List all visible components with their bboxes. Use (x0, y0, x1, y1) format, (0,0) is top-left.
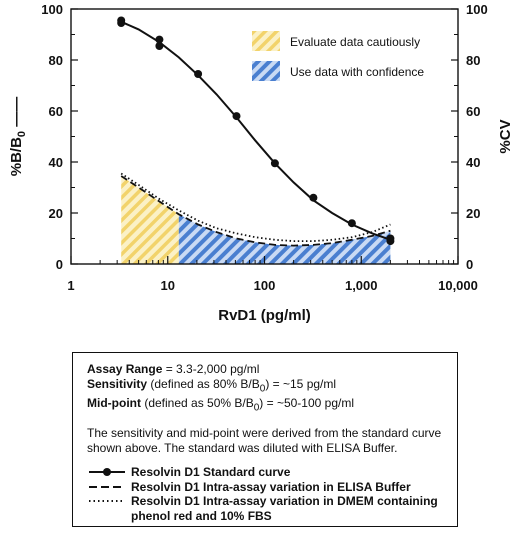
axes: 1 10 100 1,000 10,000 0 0 20 20 40 40 60 60 80 80 100 10… (8, 2, 514, 324)
sensitivity-sub: 0 (259, 382, 266, 394)
legend-standard-label: Resolvin D1 Standard curve (131, 465, 291, 480)
legend-standard-curve: Resolvin D1 Standard curve (87, 465, 443, 480)
legend-label-caution-region: Evaluate data cautiously (290, 35, 420, 49)
assay-range-line: Assay Range = 3.3-2,000 pg/ml (87, 362, 443, 377)
standard-point (155, 42, 164, 50)
caution-region (121, 176, 179, 264)
y-left-tick-label: 60 (49, 104, 63, 119)
dashed-line-icon (87, 480, 131, 494)
midpoint-value-post: ) = ~50-100 pg/ml (259, 396, 355, 411)
sensitivity-label: Sensitivity (87, 376, 148, 391)
x-tick-label: 1 (67, 278, 74, 293)
chart-legend: Evaluate data cautiously Use data with co… (252, 31, 424, 81)
y-left-axis-title: %B/B0 —— (8, 97, 28, 176)
standard-point (155, 35, 164, 44)
x-tick-label: 10,000 (438, 278, 478, 293)
y-right-axis-title: %CV (497, 119, 514, 153)
info-legend: Resolvin D1 Standard curve Resolvin D1 I… (87, 465, 443, 523)
legend-dmem-label: Resolvin D1 Intra-assay variation in DME… (131, 494, 438, 523)
x-tick-label: 1,000 (345, 278, 378, 293)
sensitivity-value-pre: (defined as 80% B/B (147, 376, 260, 391)
x-tick-label: 10 (161, 278, 175, 293)
shaded-regions (121, 176, 391, 264)
standard-point (270, 159, 279, 168)
standard-point (309, 193, 318, 202)
y-left-tick-label: 0 (56, 257, 63, 272)
sensitivity-line: Sensitivity (defined as 80% B/B0) = ~15 … (87, 377, 443, 397)
standard-point (386, 237, 395, 246)
y-right-tick-label: 60 (466, 104, 480, 119)
y-left-tick-label: 100 (41, 2, 63, 17)
y-right-tick-label: 40 (466, 155, 480, 170)
standard-point (117, 19, 126, 27)
standard-point (347, 219, 356, 228)
legend-swatch-confidence-region (252, 61, 280, 81)
legend-label-confidence-region: Use data with confidence (290, 65, 424, 79)
standard-point (194, 70, 203, 78)
x-axis-title: RvD1 (pg/ml) (218, 307, 311, 324)
derivation-note: The sensitivity and mid-point were deriv… (87, 426, 442, 455)
assay-range-label: Assay Range (87, 362, 163, 376)
standard-point (232, 112, 241, 121)
sensitivity-value-post: ) = ~15 pg/ml (265, 376, 337, 391)
legend-elisa-buffer: Resolvin D1 Intra-assay variation in ELI… (87, 480, 443, 495)
legend-elisa-label: Resolvin D1 Intra-assay variation in ELI… (131, 479, 411, 494)
y-right-tick-label: 0 (466, 257, 473, 272)
assay-info-box: Assay Range = 3.3-2,000 pg/ml Sensitivit… (72, 352, 458, 527)
y-left-tick-label: 20 (49, 206, 63, 221)
solid-line-marker-icon (87, 465, 131, 479)
confidence-region (178, 214, 391, 264)
y-left-tick-label: 80 (49, 53, 63, 68)
x-tick-label: 100 (254, 278, 276, 293)
chart: 1 10 100 1,000 10,000 0 0 20 20 40 40 60 60 80 80 100 10… (8, 2, 514, 324)
y-right-tick-label: 100 (466, 2, 488, 17)
midpoint-label: Mid-point (87, 396, 141, 411)
dmem-cv-line (120, 172, 391, 242)
series (117, 16, 395, 247)
midpoint-sub: 0 (253, 402, 260, 414)
y-right-tick-label: 80 (466, 53, 480, 68)
standard-curve-line (120, 20, 391, 241)
assay-range-value: = 3.3-2,000 pg/ml (162, 362, 260, 376)
legend-dmem: Resolvin D1 Intra-assay variation in DME… (87, 494, 443, 523)
y-right-tick-label: 20 (466, 206, 480, 221)
midpoint-line: Mid-point (defined as 50% B/B0) = ~50-10… (87, 396, 443, 416)
y-left-tick-label: 40 (49, 155, 63, 170)
midpoint-value-pre: (defined as 50% B/B (140, 396, 254, 411)
legend-swatch-caution-region (252, 31, 280, 51)
dotted-line-icon (87, 494, 131, 508)
